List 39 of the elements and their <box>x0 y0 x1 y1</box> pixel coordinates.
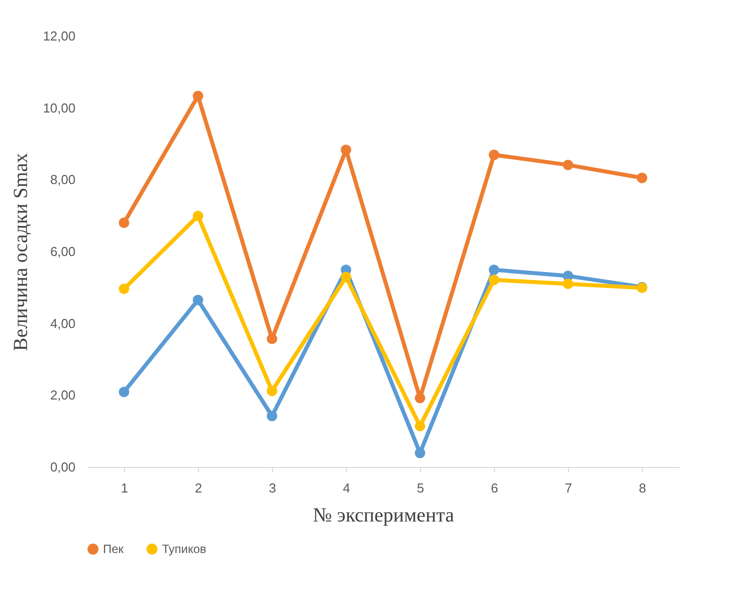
x-axis-title: № эксперимента <box>312 504 454 526</box>
point <box>488 264 500 276</box>
point <box>340 144 352 156</box>
point <box>414 448 426 458</box>
point <box>118 218 130 228</box>
point <box>488 274 500 286</box>
y-tick-label: 6,00 <box>50 244 76 259</box>
point <box>636 172 648 184</box>
x-tick-label: 1 <box>120 480 128 496</box>
y-axis-title: Величина осадки Smax <box>10 153 32 351</box>
x-tick-label: 7 <box>564 480 572 496</box>
y-tick-label: 2,00 <box>50 388 76 403</box>
x-tick-label: 4 <box>342 480 350 496</box>
x-tick-label: 2 <box>194 480 202 496</box>
x-tick-label: 3 <box>268 480 276 496</box>
point <box>414 392 426 404</box>
point <box>266 410 278 422</box>
point <box>192 210 204 222</box>
point <box>266 334 278 344</box>
y-tick-label: 0,00 <box>50 460 76 474</box>
point <box>192 90 204 102</box>
point <box>340 272 352 282</box>
legend-label: Тупиков <box>162 542 206 556</box>
x-tick-label: 8 <box>638 480 646 496</box>
point <box>192 294 204 306</box>
y-tick-label: 8,00 <box>50 172 76 188</box>
point <box>488 150 500 160</box>
legend-label: Пек <box>103 542 124 556</box>
point <box>266 386 278 396</box>
x-tick-label: 5 <box>416 480 424 496</box>
point <box>118 284 130 294</box>
point <box>118 386 130 398</box>
x-tick-label: 6 <box>490 480 498 496</box>
point <box>562 278 574 290</box>
point <box>414 420 426 432</box>
point <box>562 160 574 170</box>
y-tick-label: 4,00 <box>50 316 76 331</box>
y-tick-label: 12,00 <box>42 28 76 44</box>
y-tick-label: 10,00 <box>42 100 76 116</box>
